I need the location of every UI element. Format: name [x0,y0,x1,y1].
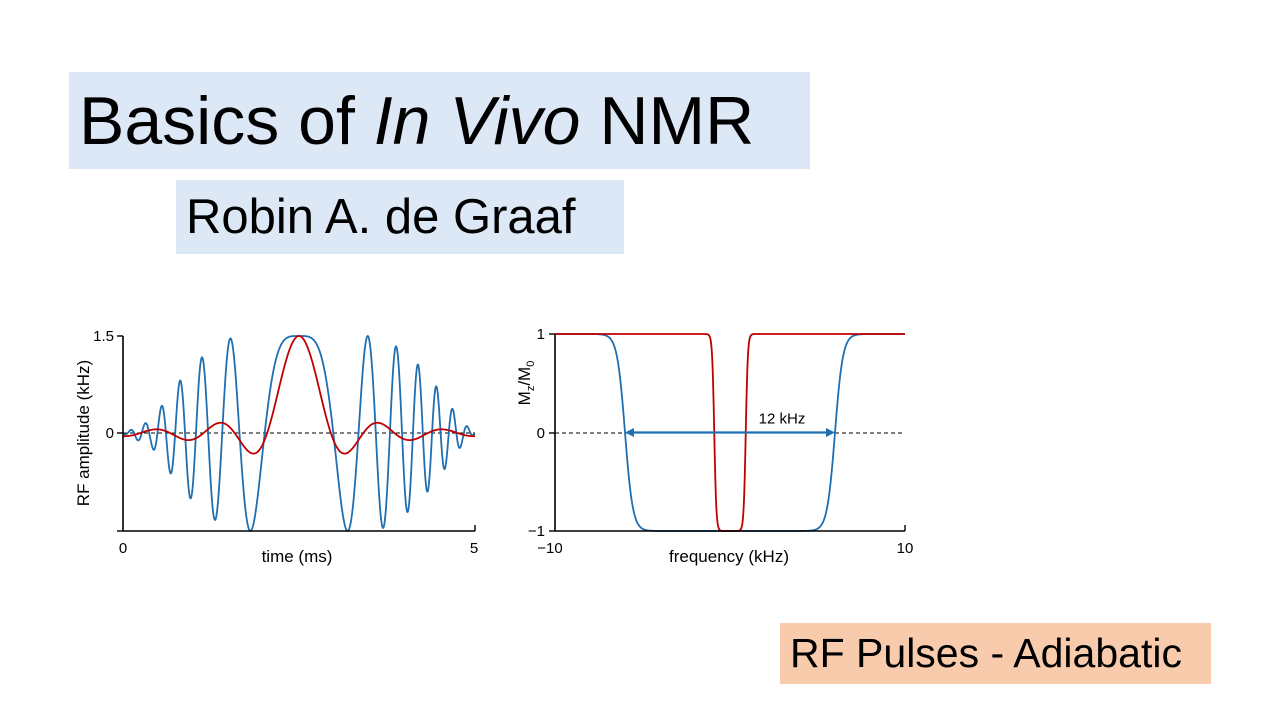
title-banner: Basics of In Vivo NMR [69,72,810,169]
section-title: RF Pulses - Adiabatic [790,630,1182,676]
chart2-ylabel-sub2: 0 [525,361,537,367]
chart2-x-axis-label: frequency (kHz) [669,547,789,566]
section-banner: RF Pulses - Adiabatic [780,623,1211,684]
chart1-xtick-label-end: 5 [470,540,478,557]
chart2-ylabel-main: M [515,391,534,405]
chart1-xtick-label-start: 0 [119,540,127,557]
rf-amplitude-chart: 1.5 0 0 5 time (ms) RF amplitude (kHz) [74,328,478,566]
chart2-bandwidth-label: 12 kHz [759,411,806,428]
chart1-x-axis-label: time (ms) [262,547,333,566]
chart1-ytick-label-zero: 0 [106,425,114,442]
chart2-ylabel-sub1: z [525,386,537,392]
chart1-series-red [122,335,476,455]
chart2-ylabel-mid: /M [515,367,534,386]
chart2-arrowhead-left [625,428,634,437]
title-part-2: NMR [580,83,755,159]
chart2-arrowhead-right [826,428,835,437]
author-name: Robin A. de Graaf [186,190,576,244]
slide-title: Basics of In Vivo NMR [79,83,754,159]
chart2-ytick-label-top: 1 [537,326,545,343]
chart2-ytick-label-bottom: −1 [528,523,545,540]
title-part-1: Basics of [79,83,374,159]
magnetization-chart: 1 0 −1 −10 10 frequency (kHz) Mz/M0 12 k… [515,326,913,566]
chart2-y-axis-label: Mz/M0 [515,361,537,406]
author-banner: Robin A. de Graaf [176,180,624,254]
title-italic: In Vivo [373,83,581,159]
chart1-ytick-label-top: 1.5 [93,328,114,345]
chart2-xtick-label-end: 10 [897,540,914,557]
chart2-xtick-label-start: −10 [537,540,562,557]
chart1-y-axis-label: RF amplitude (kHz) [74,360,93,506]
chart2-ytick-label-zero: 0 [537,425,545,442]
